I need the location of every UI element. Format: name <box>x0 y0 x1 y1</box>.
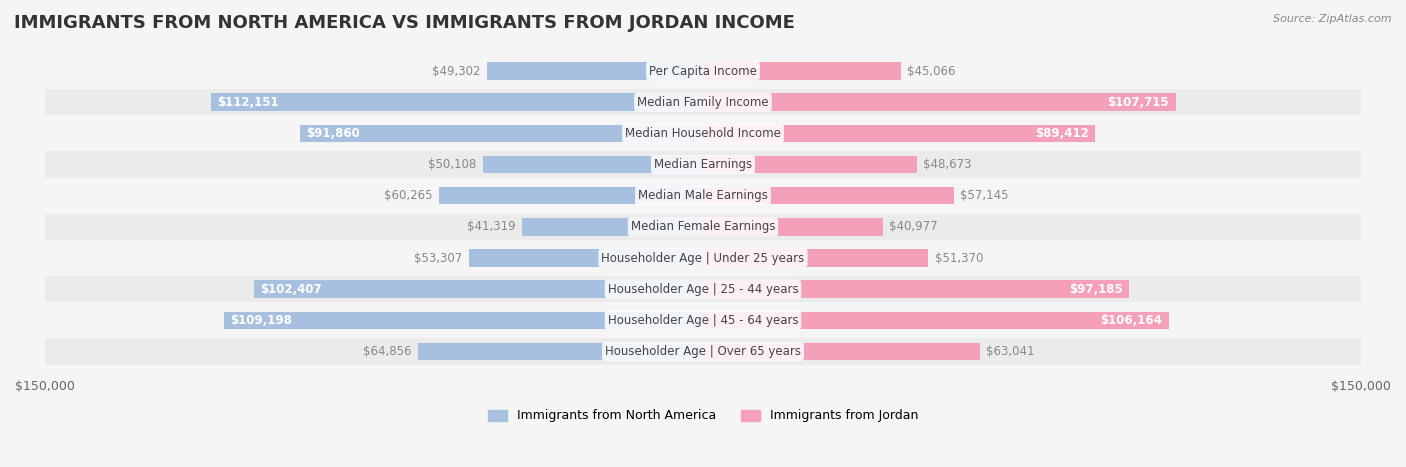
Bar <box>703 249 928 267</box>
Text: $89,412: $89,412 <box>1035 127 1088 140</box>
Text: $64,856: $64,856 <box>363 345 412 358</box>
Text: Median Family Income: Median Family Income <box>637 96 769 109</box>
Bar <box>45 58 1361 85</box>
Text: Median Earnings: Median Earnings <box>654 158 752 171</box>
Bar <box>224 311 703 329</box>
Bar <box>253 280 703 298</box>
Text: $45,066: $45,066 <box>907 64 956 78</box>
Text: $102,407: $102,407 <box>260 283 322 296</box>
Bar <box>45 120 1361 147</box>
Bar <box>470 249 703 267</box>
Bar <box>45 245 1361 271</box>
Bar <box>484 156 703 173</box>
Bar <box>703 62 901 80</box>
Text: Householder Age | 45 - 64 years: Householder Age | 45 - 64 years <box>607 314 799 327</box>
Text: Householder Age | Under 25 years: Householder Age | Under 25 years <box>602 252 804 264</box>
Text: $63,041: $63,041 <box>986 345 1035 358</box>
Text: $97,185: $97,185 <box>1069 283 1123 296</box>
Legend: Immigrants from North America, Immigrants from Jordan: Immigrants from North America, Immigrant… <box>482 404 924 427</box>
Bar <box>45 338 1361 365</box>
Text: $51,370: $51,370 <box>935 252 983 264</box>
Text: Per Capita Income: Per Capita Income <box>650 64 756 78</box>
Bar <box>703 311 1168 329</box>
Text: $53,307: $53,307 <box>415 252 463 264</box>
Text: IMMIGRANTS FROM NORTH AMERICA VS IMMIGRANTS FROM JORDAN INCOME: IMMIGRANTS FROM NORTH AMERICA VS IMMIGRA… <box>14 14 794 32</box>
Bar <box>45 89 1361 115</box>
Bar <box>299 125 703 142</box>
Text: $106,164: $106,164 <box>1101 314 1163 327</box>
Text: $60,265: $60,265 <box>384 189 432 202</box>
Bar <box>45 276 1361 303</box>
Bar <box>45 183 1361 209</box>
Bar <box>703 125 1095 142</box>
Bar <box>211 93 703 111</box>
Bar <box>703 93 1175 111</box>
Text: Householder Age | 25 - 44 years: Householder Age | 25 - 44 years <box>607 283 799 296</box>
Text: Median Male Earnings: Median Male Earnings <box>638 189 768 202</box>
Text: Median Female Earnings: Median Female Earnings <box>631 220 775 234</box>
Bar <box>703 343 980 360</box>
Bar <box>45 307 1361 333</box>
Text: $48,673: $48,673 <box>924 158 972 171</box>
Bar <box>45 213 1361 240</box>
Bar <box>522 218 703 236</box>
Text: Source: ZipAtlas.com: Source: ZipAtlas.com <box>1274 14 1392 24</box>
Bar <box>486 62 703 80</box>
Bar <box>419 343 703 360</box>
Text: $112,151: $112,151 <box>218 96 280 109</box>
Bar <box>703 280 1129 298</box>
Text: $91,860: $91,860 <box>307 127 360 140</box>
Text: $41,319: $41,319 <box>467 220 515 234</box>
Text: $50,108: $50,108 <box>429 158 477 171</box>
Text: $109,198: $109,198 <box>231 314 292 327</box>
Text: Householder Age | Over 65 years: Householder Age | Over 65 years <box>605 345 801 358</box>
Text: $49,302: $49,302 <box>432 64 479 78</box>
Bar <box>439 187 703 205</box>
Bar <box>703 156 917 173</box>
Bar <box>703 187 953 205</box>
Text: $57,145: $57,145 <box>960 189 1008 202</box>
Text: Median Household Income: Median Household Income <box>626 127 780 140</box>
Bar <box>45 151 1361 178</box>
Text: $107,715: $107,715 <box>1108 96 1168 109</box>
Bar <box>703 218 883 236</box>
Text: $40,977: $40,977 <box>890 220 938 234</box>
